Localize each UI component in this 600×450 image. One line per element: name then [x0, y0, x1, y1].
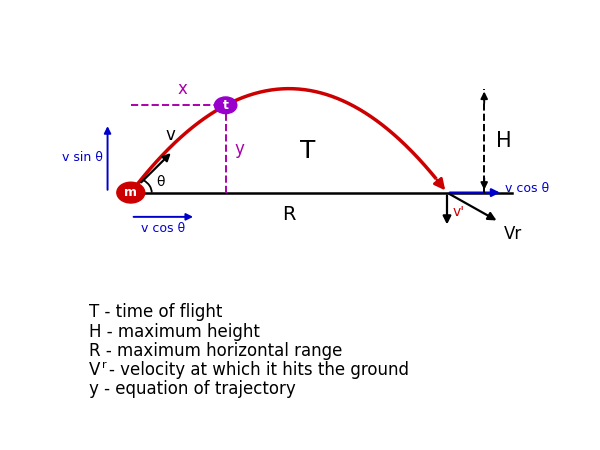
Circle shape: [215, 97, 237, 113]
Text: v sin θ: v sin θ: [62, 152, 103, 164]
Text: H: H: [496, 130, 511, 151]
Text: H - maximum height: H - maximum height: [89, 323, 260, 341]
Text: y - equation of trajectory: y - equation of trajectory: [89, 380, 296, 398]
Text: R: R: [282, 205, 296, 224]
Circle shape: [117, 182, 145, 203]
Text: m: m: [124, 186, 137, 199]
Text: R - maximum horizontal range: R - maximum horizontal range: [89, 342, 343, 360]
Text: t: t: [223, 99, 229, 112]
Text: v cos θ: v cos θ: [141, 222, 185, 235]
Text: v cos θ: v cos θ: [505, 182, 549, 195]
Text: - velocity at which it hits the ground: - velocity at which it hits the ground: [109, 360, 409, 378]
Text: T - time of flight: T - time of flight: [89, 303, 223, 321]
Text: v: v: [166, 126, 175, 144]
Text: x: x: [178, 81, 188, 99]
Text: v': v': [452, 205, 465, 219]
Text: V: V: [89, 360, 100, 378]
Text: θ: θ: [157, 175, 165, 189]
Text: y: y: [234, 140, 244, 158]
Text: T: T: [300, 139, 315, 163]
Text: Vr: Vr: [503, 225, 522, 243]
Text: r: r: [102, 360, 107, 369]
